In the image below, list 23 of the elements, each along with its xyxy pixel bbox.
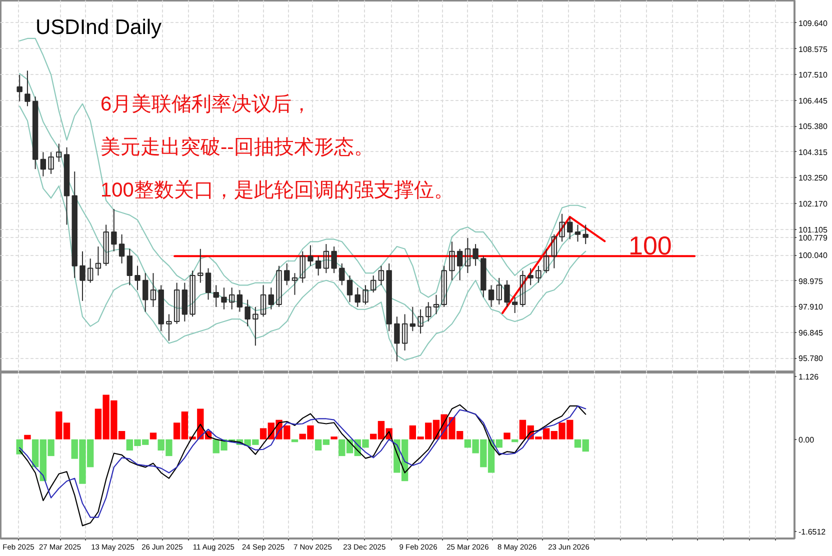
y-tick-label: 107.510	[798, 70, 828, 80]
y-tick-label: 97.910	[798, 302, 824, 312]
y-tick-label: 1.126	[798, 372, 820, 382]
y-tick-label: 105.380	[798, 122, 828, 132]
y-tick-label: 100.779	[798, 233, 828, 242]
y-tick-label: 95.780	[798, 354, 824, 364]
y-tick-label: 106.445	[798, 96, 828, 106]
y-tick-label: 104.315	[798, 148, 828, 157]
y-tick-label: 100.040	[798, 251, 828, 260]
annotation: 6月美联储利率决议后，	[100, 92, 312, 116]
annotation: 美元走出突破--回抽技术形态。	[100, 136, 374, 158]
y-tick-label: 101.105	[798, 225, 828, 234]
text: USDInd Daily	[36, 16, 162, 39]
y-tick-label: 98.975	[798, 276, 824, 286]
annotation: 100	[628, 230, 672, 260]
y-tick-label: 0.00	[798, 435, 815, 444]
y-tick-label: 108.575	[798, 44, 828, 54]
y-tick-label: 103.250	[798, 174, 828, 183]
y-tick-label: 102.170	[798, 200, 828, 209]
y-tick-label: 96.845	[798, 328, 824, 338]
y-tick-label: -1.6512	[798, 527, 826, 536]
annotation: 100整数关口，是此轮回调的强支撑位。	[100, 180, 454, 202]
y-tick-label: 109.640	[798, 18, 828, 28]
